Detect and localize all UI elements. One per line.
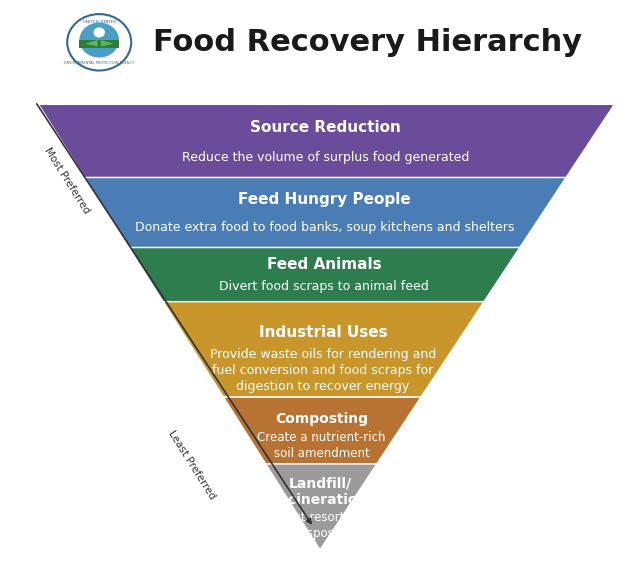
Polygon shape [85, 40, 97, 47]
Text: Divert food scraps to animal feed: Divert food scraps to animal feed [219, 280, 429, 293]
Text: Feed Animals: Feed Animals [267, 257, 381, 272]
Polygon shape [38, 104, 614, 178]
Polygon shape [79, 40, 119, 48]
Circle shape [67, 14, 131, 70]
Text: Most Preferred: Most Preferred [43, 146, 92, 215]
Polygon shape [223, 397, 421, 464]
Text: Landfill/
Incineration: Landfill/ Incineration [273, 477, 368, 506]
Text: Reduce the volume of surplus food generated: Reduce the volume of surplus food genera… [182, 151, 470, 164]
Text: Least Preferred: Least Preferred [166, 429, 218, 501]
Text: · UNITED STATES ·: · UNITED STATES · [80, 20, 118, 24]
Text: Provide waste oils for rendering and
fuel conversion and food scraps for
digesti: Provide waste oils for rendering and fue… [210, 348, 436, 393]
Text: Food Recovery Hierarchy: Food Recovery Hierarchy [154, 28, 582, 57]
Polygon shape [84, 178, 566, 248]
Polygon shape [101, 40, 114, 47]
Text: Last resort to
disposal: Last resort to disposal [281, 512, 360, 540]
Text: Create a nutrient-rich
soil amendment: Create a nutrient-rich soil amendment [257, 431, 386, 460]
Text: Feed Hungry People: Feed Hungry People [239, 192, 412, 208]
Text: Source Reduction: Source Reduction [250, 120, 401, 135]
Circle shape [93, 27, 105, 37]
Text: · ENVIRONMENTAL PROTECTION AGENCY ·: · ENVIRONMENTAL PROTECTION AGENCY · [62, 61, 136, 65]
Text: Donate extra food to food banks, soup kitchens and shelters: Donate extra food to food banks, soup ki… [135, 222, 515, 235]
Polygon shape [266, 464, 377, 550]
Text: Composting: Composting [275, 412, 368, 425]
Text: Industrial Uses: Industrial Uses [259, 325, 387, 340]
Circle shape [79, 23, 119, 58]
Polygon shape [129, 248, 520, 302]
Polygon shape [163, 302, 484, 397]
